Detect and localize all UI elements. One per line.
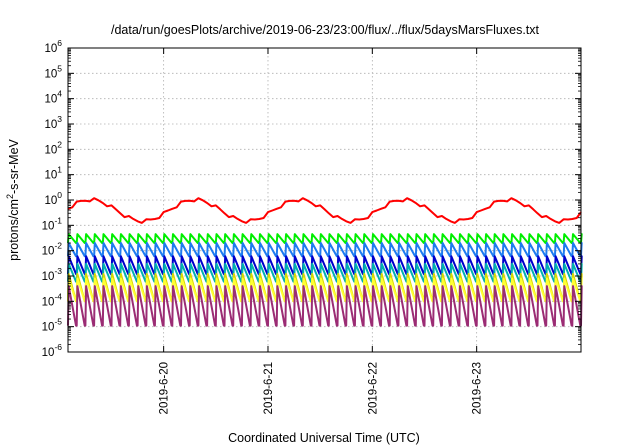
y-tick-label: 102 <box>44 139 62 156</box>
y-tick-label: 101 <box>44 165 62 182</box>
y-tick-label: 10-5 <box>42 317 63 334</box>
x-tick-label: 2019-6-20 <box>159 362 171 414</box>
x-axis-label: Coordinated Universal Time (UTC) <box>228 431 420 445</box>
y-tick-label: 103 <box>44 114 62 131</box>
x-tick-label: 2019-6-21 <box>263 362 275 414</box>
y-tick-label: 10-1 <box>42 215 63 232</box>
y-tick-label: 105 <box>44 63 62 80</box>
y-tick-label: 10-4 <box>42 291 63 308</box>
plot-frame <box>67 47 582 353</box>
axes: 10-6 10-5 10-4 10-3 10-2 10-1 100 101 102 103 104 1… <box>42 38 581 414</box>
series-line-1 <box>67 197 582 224</box>
x-tick-label: 2019-6-23 <box>472 362 484 414</box>
series-group <box>67 197 583 327</box>
x-tick-label: 2019-6-22 <box>367 362 379 414</box>
y-axis-label: protons/cm2-s-sr-MeV <box>5 138 21 260</box>
y-tick-label: 100 <box>44 190 62 207</box>
y-tick-label: 10-6 <box>42 342 63 359</box>
y-tick-label: 10-3 <box>42 266 63 283</box>
chart-title: /data/run/goesPlots/archive/2019-06-23/2… <box>111 23 540 37</box>
y-tick-label: 104 <box>44 89 62 106</box>
y-tick-label: 106 <box>44 38 62 55</box>
y-tick-label: 10-2 <box>42 241 63 258</box>
series-line-8 <box>67 285 583 327</box>
